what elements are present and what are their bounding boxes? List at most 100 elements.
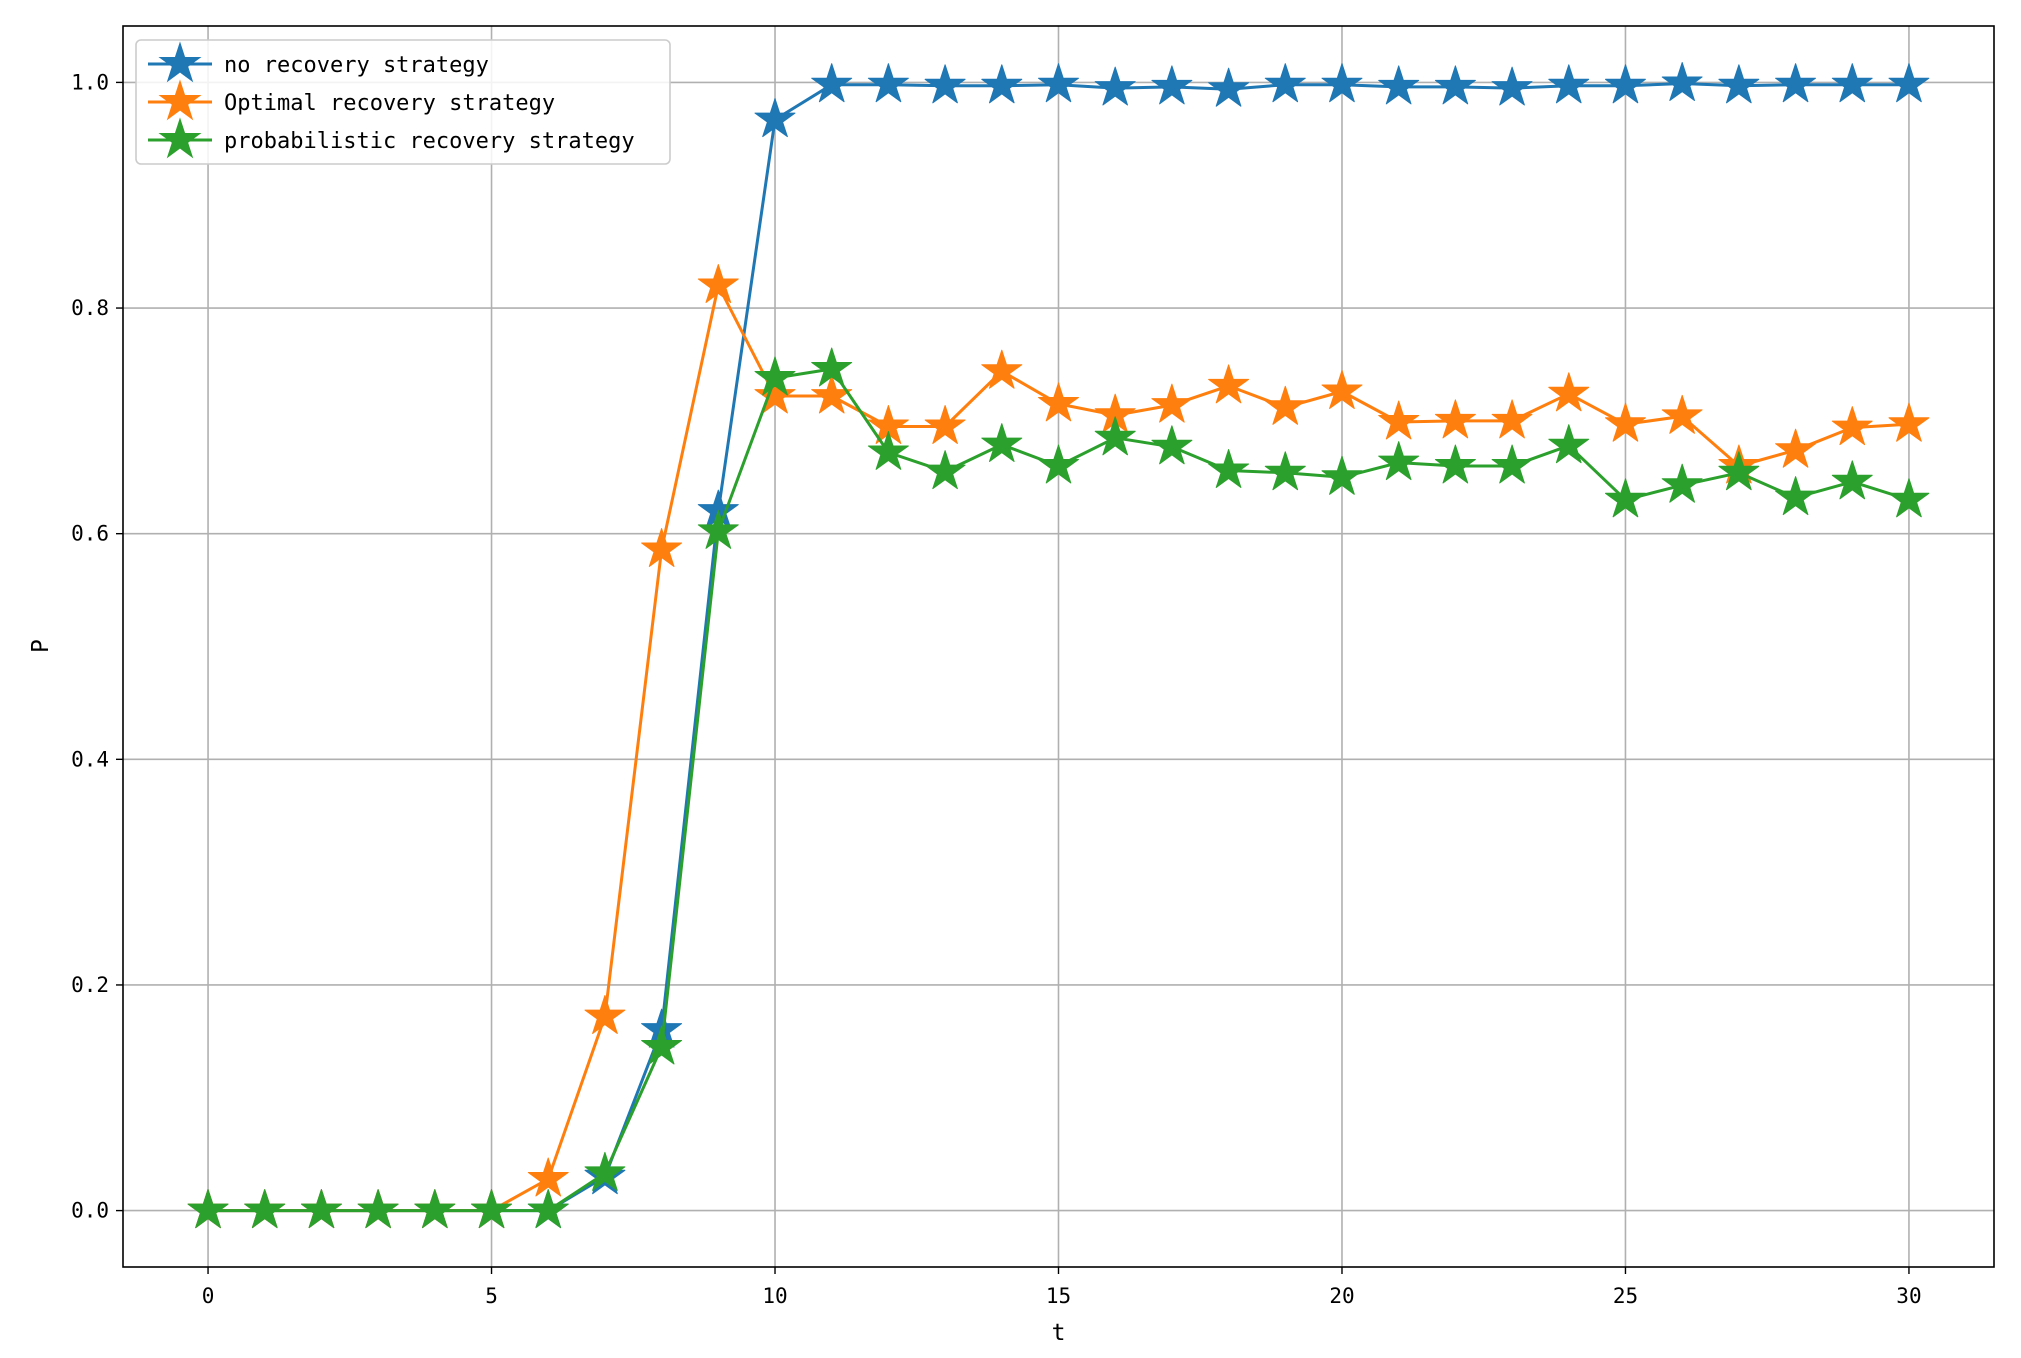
legend-entry: no recovery strategy xyxy=(148,41,489,83)
legend-entry: probabilistic recovery strategy xyxy=(148,117,635,159)
data-point-star xyxy=(244,1189,286,1229)
x-tick-label: 5 xyxy=(485,1284,498,1308)
data-point-star xyxy=(1378,65,1420,105)
data-point-star xyxy=(1831,460,1873,500)
data-point-star xyxy=(867,431,909,470)
data-point-star xyxy=(697,509,739,549)
y-tick-label: 0.6 xyxy=(71,522,109,546)
data-point-star xyxy=(1718,451,1760,491)
data-point-star xyxy=(641,528,683,567)
data-point-star xyxy=(471,1189,512,1229)
data-point-star xyxy=(1264,451,1306,491)
data-point-star xyxy=(1775,63,1816,103)
data-point-star xyxy=(1208,67,1250,107)
legend-star xyxy=(158,117,202,159)
data-point-star xyxy=(1094,416,1136,456)
data-point-star xyxy=(981,64,1023,104)
legend: no recovery strategy Optimal recovery str… xyxy=(135,39,671,165)
y-tick-label: 0.2 xyxy=(71,973,109,997)
x-tick-label: 20 xyxy=(1329,1284,1354,1308)
x-tick-label: 25 xyxy=(1613,1284,1638,1308)
x-tick-label: 0 xyxy=(202,1284,215,1308)
data-point-star xyxy=(1434,65,1476,105)
data-point-star xyxy=(414,1189,456,1229)
data-point-star xyxy=(1038,382,1079,422)
y-axis-label: P xyxy=(28,639,54,653)
data-point-star xyxy=(1661,62,1703,101)
legend-label: probabilistic recovery strategy xyxy=(224,129,635,154)
y-axis-ticks: 0.0 0.2 0.4 0.6 0.8 1.0 xyxy=(71,70,123,1223)
data-point-star xyxy=(1264,63,1306,103)
data-point-star xyxy=(1491,399,1533,439)
y-tick-label: 1.0 xyxy=(71,70,109,94)
data-point-star xyxy=(1321,370,1363,409)
data-point-star xyxy=(1321,455,1363,495)
x-axis-label: t xyxy=(1052,1320,1066,1346)
legend-label: Optimal recovery strategy xyxy=(224,91,555,116)
data-point-star xyxy=(1151,65,1193,105)
y-tick-label: 0.8 xyxy=(71,296,109,320)
data-point-star xyxy=(1888,478,1930,518)
data-point-star xyxy=(1548,424,1590,464)
data-point-star xyxy=(754,356,796,396)
x-tick-label: 30 xyxy=(1896,1284,1921,1308)
data-point-star xyxy=(1605,478,1646,518)
legend-star xyxy=(158,79,202,121)
data-point-star xyxy=(1888,63,1930,103)
y-tick-label: 0.0 xyxy=(71,1199,109,1223)
x-tick-label: 10 xyxy=(762,1284,787,1308)
data-point-star xyxy=(981,423,1023,462)
data-point-star xyxy=(641,1025,683,1065)
data-point-star xyxy=(1208,364,1250,404)
data-point-star xyxy=(1775,428,1816,468)
legend-star xyxy=(158,41,202,83)
data-point-star xyxy=(1661,463,1703,503)
data-point-star xyxy=(811,347,853,387)
data-point-star xyxy=(1775,476,1816,516)
data-point-star xyxy=(1605,64,1646,104)
data-point-star xyxy=(924,405,966,444)
data-point-star xyxy=(584,995,626,1034)
data-point-star xyxy=(1378,441,1420,481)
data-point-star xyxy=(301,1189,342,1229)
data-point-star xyxy=(1831,63,1873,103)
series-layer xyxy=(187,62,1930,1229)
data-point-star xyxy=(867,63,909,103)
data-point-star xyxy=(1094,66,1136,106)
data-point-star xyxy=(1038,444,1079,484)
series-3 xyxy=(187,347,1930,1229)
data-point-star xyxy=(754,374,796,414)
legend-label: no recovery strategy xyxy=(224,53,489,78)
data-point-star xyxy=(584,1151,626,1191)
data-point-star xyxy=(924,64,966,104)
data-point-star xyxy=(1208,449,1250,488)
legend-entry: Optimal recovery strategy xyxy=(148,79,555,121)
x-tick-label: 15 xyxy=(1046,1284,1071,1308)
data-point-star xyxy=(527,1157,569,1197)
data-point-star xyxy=(754,98,796,138)
x-axis-ticks: 0 5 10 15 20 25 30 xyxy=(202,1267,1922,1308)
data-point-star xyxy=(187,1189,229,1229)
data-point-star xyxy=(1434,399,1476,439)
y-tick-label: 0.4 xyxy=(71,747,109,771)
data-point-star xyxy=(1264,385,1306,425)
data-point-star xyxy=(811,63,853,103)
legend-box xyxy=(135,39,671,165)
data-point-star xyxy=(1718,64,1760,104)
data-point-star xyxy=(1605,402,1646,442)
data-point-star xyxy=(1038,63,1079,103)
data-point-star xyxy=(1548,64,1590,104)
data-point-star xyxy=(1491,66,1533,106)
data-point-star xyxy=(924,450,966,490)
data-point-star xyxy=(527,1189,569,1229)
data-point-star xyxy=(357,1189,399,1229)
data-point-star xyxy=(981,349,1023,389)
data-point-star xyxy=(1548,372,1590,412)
data-point-star xyxy=(1378,400,1420,440)
data-point-star xyxy=(1434,444,1476,484)
data-point-star xyxy=(1321,63,1363,103)
data-point-star xyxy=(1491,444,1533,484)
data-point-star xyxy=(1151,425,1193,465)
data-point-star xyxy=(1888,402,1930,442)
